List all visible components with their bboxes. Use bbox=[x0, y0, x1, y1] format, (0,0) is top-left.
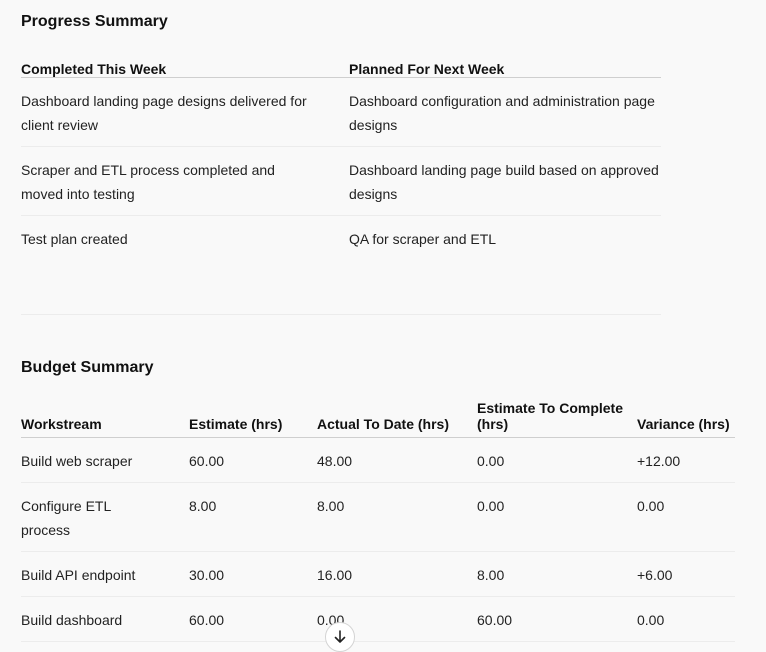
arrow-down-icon bbox=[334, 630, 346, 643]
column-header-estimate: Estimate (hrs) bbox=[189, 398, 317, 438]
table-row: Build API endpoint 30.00 16.00 8.00 +6.0… bbox=[21, 551, 735, 597]
budget-summary-title: Budget Summary bbox=[21, 359, 154, 376]
variance-cell: 0.00 bbox=[637, 482, 735, 552]
workstream-cell: Build dashboard bbox=[21, 596, 189, 642]
actual-cell: 8.00 bbox=[317, 482, 477, 552]
progress-summary-table: Completed This Week Planned For Next Wee… bbox=[21, 52, 661, 260]
column-header-planned: Planned For Next Week bbox=[349, 52, 661, 78]
column-header-completed: Completed This Week bbox=[21, 52, 349, 78]
scroll-down-button[interactable] bbox=[325, 622, 355, 652]
column-header-workstream: Workstream bbox=[21, 398, 189, 438]
workstream-cell: Build web scraper bbox=[21, 437, 189, 483]
planned-cell: Dashboard landing page build based on ap… bbox=[349, 146, 661, 216]
variance-cell: +6.00 bbox=[637, 551, 735, 597]
completed-cell: Dashboard landing page designs delivered… bbox=[21, 77, 349, 147]
table-header-row: Workstream Estimate (hrs) Actual To Date… bbox=[21, 398, 735, 438]
column-header-variance: Variance (hrs) bbox=[637, 398, 735, 438]
completed-cell: Test plan created bbox=[21, 231, 128, 247]
table-header-row: Completed This Week Planned For Next Wee… bbox=[21, 52, 661, 78]
workstream-cell: Configure ETL process bbox=[21, 482, 189, 552]
table-row: Test plan created QA for scraper and ETL bbox=[21, 216, 661, 261]
estimate-cell: 60.00 bbox=[189, 596, 317, 642]
section-divider bbox=[21, 314, 661, 315]
table-row: Scraper and ETL process completed and mo… bbox=[21, 146, 661, 216]
estimate-cell: 60.00 bbox=[189, 437, 317, 483]
estimate-to-complete-cell: 0.00 bbox=[477, 437, 637, 483]
budget-summary-table: Workstream Estimate (hrs) Actual To Date… bbox=[21, 398, 735, 642]
table-row: Configure ETL process 8.00 8.00 0.00 0.0… bbox=[21, 482, 735, 552]
column-header-actual: Actual To Date (hrs) bbox=[317, 398, 477, 438]
actual-cell: 48.00 bbox=[317, 437, 477, 483]
planned-cell: Dashboard configuration and administrati… bbox=[349, 77, 661, 147]
estimate-cell: 8.00 bbox=[189, 482, 317, 552]
actual-cell: 16.00 bbox=[317, 551, 477, 597]
variance-cell: 0.00 bbox=[637, 596, 735, 642]
planned-cell: QA for scraper and ETL bbox=[349, 231, 497, 247]
estimate-cell: 30.00 bbox=[189, 551, 317, 597]
variance-cell: +12.00 bbox=[637, 437, 735, 483]
progress-summary-title: Progress Summary bbox=[21, 13, 168, 30]
column-header-estimate-to-complete: Estimate To Complete (hrs) bbox=[477, 398, 637, 438]
estimate-to-complete-cell: 8.00 bbox=[477, 551, 637, 597]
workstream-cell: Build API endpoint bbox=[21, 551, 189, 597]
estimate-to-complete-cell: 60.00 bbox=[477, 596, 637, 642]
completed-cell: Scraper and ETL process completed and mo… bbox=[21, 146, 349, 216]
estimate-to-complete-cell: 0.00 bbox=[477, 482, 637, 552]
table-row: Dashboard landing page designs delivered… bbox=[21, 77, 661, 147]
table-row: Build dashboard 60.00 0.00 60.00 0.00 bbox=[21, 596, 735, 642]
table-row: Build web scraper 60.00 48.00 0.00 +12.0… bbox=[21, 437, 735, 483]
